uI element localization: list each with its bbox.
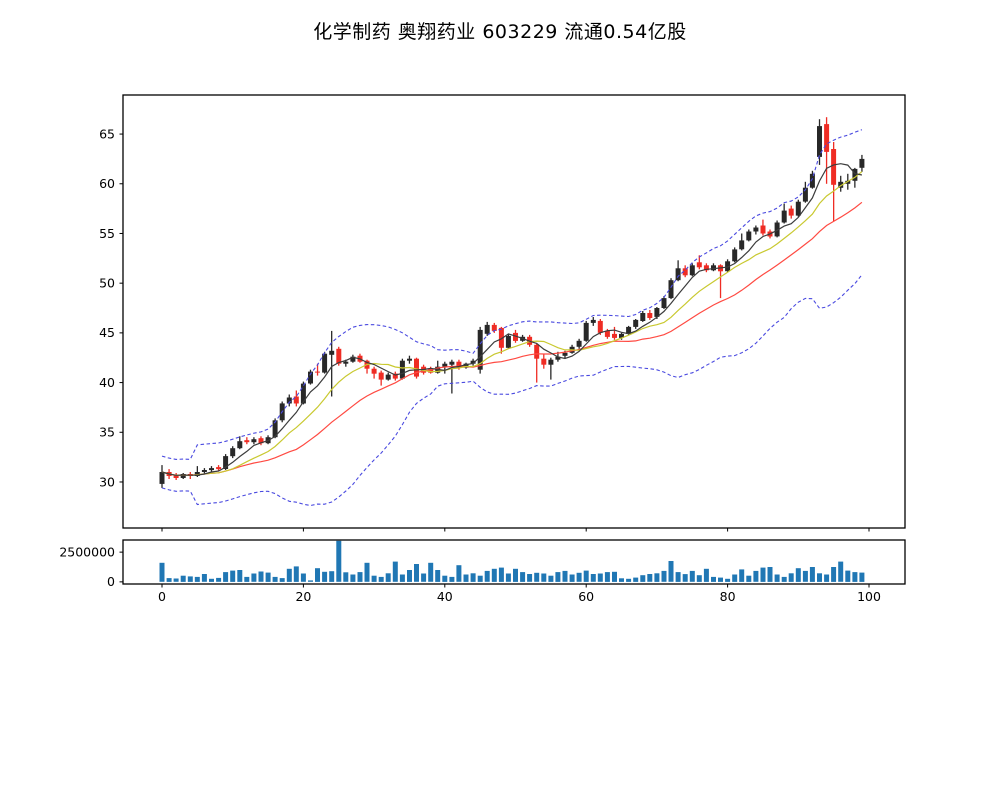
price-panel-frame [122, 94, 906, 529]
ma-fast-line [161, 163, 863, 476]
axes-frames [122, 94, 906, 585]
price-y-tick-label: 45 [99, 325, 115, 340]
volume-bars [159, 540, 865, 582]
bollinger-upper-line [161, 129, 863, 460]
ma-fast [161, 163, 863, 476]
price-y-tick-label: 65 [99, 126, 115, 141]
x-tick-label: 60 [578, 589, 594, 604]
price-y-tick-label: 55 [99, 226, 115, 241]
price-y-tick-label: 40 [99, 375, 115, 390]
band-lower [161, 274, 863, 507]
ma-mid [161, 171, 863, 476]
volume-panel-frame [122, 539, 906, 585]
x-tick-label: 80 [720, 589, 736, 604]
price-y-tick-label: 60 [99, 176, 115, 191]
x-tick-label: 40 [437, 589, 453, 604]
x-tick-label: 100 [857, 589, 881, 604]
ma-slow-line [161, 201, 863, 476]
bollinger-lower-line [161, 274, 863, 507]
price-y-tick-label: 50 [99, 275, 115, 290]
price-y-tick-label: 35 [99, 425, 115, 440]
price-y-tick-label: 30 [99, 474, 115, 489]
chart-title: 化学制药 奥翔药业 603229 流通0.54亿股 [313, 21, 687, 43]
candles [159, 117, 865, 488]
volume-y-tick-label: 0 [107, 574, 115, 589]
band-upper [161, 129, 863, 460]
x-tick-label: 0 [158, 589, 166, 604]
axis-ticks-and-labels: 30 35 40 45 50 55 60 65 0 20 40 60 80 100 0 2500000 [59, 126, 881, 604]
x-tick-label: 20 [295, 589, 311, 604]
ma-slow [161, 201, 863, 476]
volume-y-tick-label: 2500000 [59, 544, 115, 559]
ma-mid-line [161, 171, 863, 476]
